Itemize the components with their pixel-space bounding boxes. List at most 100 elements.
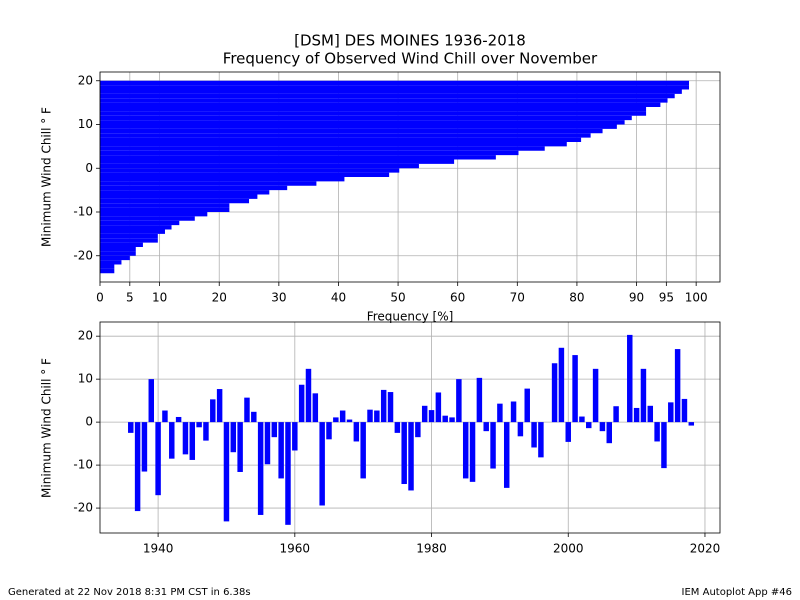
bar xyxy=(524,388,530,423)
x-tick-label: 5 xyxy=(126,291,134,305)
bar xyxy=(674,349,681,423)
bar xyxy=(100,185,288,191)
bar xyxy=(230,422,237,453)
bar xyxy=(203,422,209,441)
x-tick-label: 100 xyxy=(685,291,708,305)
bar xyxy=(100,238,158,243)
x-tick-label: 50 xyxy=(390,291,405,305)
bar xyxy=(100,120,625,125)
bar xyxy=(100,133,591,138)
bar xyxy=(100,89,682,94)
footer-left: Generated at 22 Nov 2018 8:31 PM CST in … xyxy=(8,587,251,598)
x-tick-label: 1940 xyxy=(143,542,174,556)
bar xyxy=(162,410,168,423)
bar xyxy=(606,422,612,444)
bar xyxy=(599,422,606,432)
bar xyxy=(210,399,216,423)
bar xyxy=(100,190,270,195)
bar xyxy=(189,422,196,460)
y-axis-label: Minimum Wind Chill ° F xyxy=(40,107,54,247)
bar xyxy=(401,422,407,485)
bar xyxy=(169,422,175,459)
bar xyxy=(353,422,360,442)
bar xyxy=(346,419,353,423)
bar xyxy=(312,393,319,423)
y-tick-label: -10 xyxy=(73,458,93,472)
bar xyxy=(100,159,455,164)
bar xyxy=(387,392,394,423)
bar xyxy=(326,422,332,440)
bar xyxy=(100,80,689,86)
bar xyxy=(100,207,230,212)
bar xyxy=(579,416,585,423)
bar xyxy=(278,422,284,479)
bar xyxy=(415,422,421,438)
bar xyxy=(456,379,462,423)
bar xyxy=(428,410,435,423)
bar xyxy=(100,146,545,151)
x-tick-label: 0 xyxy=(96,291,104,305)
bar xyxy=(408,422,414,491)
x-tick-label: 70 xyxy=(510,291,525,305)
bar xyxy=(100,225,172,230)
bar xyxy=(661,422,667,469)
bar xyxy=(100,198,250,204)
x-tick-label: 1980 xyxy=(416,542,447,556)
bar xyxy=(510,401,517,423)
x-tick-label: 90 xyxy=(629,291,644,305)
bar xyxy=(442,415,448,423)
x-tick-label: 10 xyxy=(152,291,167,305)
bar xyxy=(100,229,165,234)
bar xyxy=(100,107,647,112)
bar xyxy=(175,416,182,423)
bar xyxy=(244,397,250,423)
bar xyxy=(100,155,496,160)
bar xyxy=(216,389,223,423)
x-tick-label: 1960 xyxy=(280,542,311,556)
y-axis-label: Minimum Wind Chill ° F xyxy=(40,358,54,498)
bar xyxy=(100,203,230,208)
bar xyxy=(100,137,582,142)
bar xyxy=(100,163,419,169)
bar xyxy=(517,422,524,437)
bar xyxy=(100,142,567,147)
bar xyxy=(292,422,298,451)
bar xyxy=(503,422,510,488)
bar xyxy=(100,124,617,129)
bar xyxy=(421,405,428,423)
bar xyxy=(100,233,158,239)
bar xyxy=(100,177,345,182)
y-tick-label: -10 xyxy=(73,205,93,219)
bar xyxy=(483,422,489,432)
bar xyxy=(374,410,380,423)
bar xyxy=(490,422,496,469)
bar xyxy=(572,355,578,423)
bar xyxy=(681,398,688,423)
x-tick-label: 60 xyxy=(450,291,465,305)
x-tick-label: 2000 xyxy=(553,542,584,556)
plot-frame xyxy=(99,71,721,283)
x-tick-label: 20 xyxy=(212,291,227,305)
x-tick-label: 2020 xyxy=(690,542,721,556)
bar xyxy=(134,422,141,512)
bar xyxy=(319,422,325,506)
bar xyxy=(565,422,571,442)
bar xyxy=(538,422,544,458)
x-axis-label: Frequency [%] xyxy=(367,310,454,324)
bar xyxy=(196,422,202,428)
bar xyxy=(462,422,469,479)
bar xyxy=(223,422,230,522)
bar xyxy=(558,347,565,423)
bar xyxy=(100,264,115,269)
bar xyxy=(141,422,148,472)
bar xyxy=(394,422,401,433)
bar xyxy=(360,422,366,479)
x-tick-label: 95 xyxy=(659,291,674,305)
y-tick-label: 20 xyxy=(78,329,93,343)
bar xyxy=(271,422,278,438)
x-tick-label: 80 xyxy=(569,291,584,305)
bar xyxy=(251,411,257,423)
bar xyxy=(237,422,243,472)
bar xyxy=(100,247,136,252)
